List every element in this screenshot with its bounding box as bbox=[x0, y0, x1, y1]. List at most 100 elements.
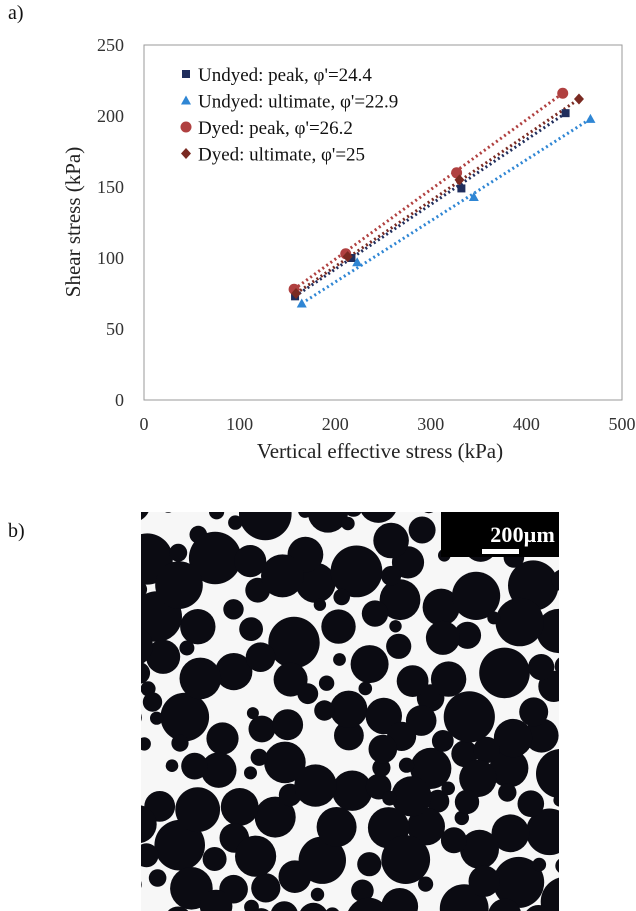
particle bbox=[441, 781, 456, 796]
particle bbox=[160, 692, 210, 742]
particle bbox=[141, 627, 153, 665]
particle bbox=[526, 808, 559, 856]
data-point-series-1 bbox=[457, 184, 466, 193]
particle bbox=[234, 545, 267, 578]
particle bbox=[235, 835, 277, 877]
particle bbox=[491, 814, 530, 853]
particle bbox=[368, 734, 398, 764]
particle bbox=[473, 736, 500, 764]
particle bbox=[200, 752, 237, 788]
trendline-series-4 bbox=[295, 97, 580, 295]
particles bbox=[141, 512, 559, 911]
particle bbox=[357, 852, 382, 877]
particle bbox=[148, 869, 167, 887]
particle bbox=[146, 639, 181, 674]
particle bbox=[141, 662, 151, 684]
particle bbox=[165, 759, 179, 772]
y-axis-title: Shear stress (kPa) bbox=[61, 147, 85, 297]
particle bbox=[179, 657, 222, 700]
particle bbox=[488, 898, 521, 911]
particle bbox=[479, 647, 530, 699]
particle bbox=[332, 770, 373, 811]
particle bbox=[325, 907, 339, 911]
particle bbox=[528, 654, 555, 681]
particle bbox=[268, 616, 320, 669]
particle bbox=[517, 790, 545, 817]
particle bbox=[430, 661, 467, 697]
particle bbox=[220, 788, 259, 826]
particle bbox=[454, 810, 469, 826]
shear-stress-chart: 0 100 200 300 400 500 0 50 100 150 200 250 Vertica… bbox=[61, 35, 636, 463]
particle bbox=[314, 700, 335, 721]
particle bbox=[228, 515, 243, 530]
particle bbox=[351, 879, 374, 903]
particle bbox=[321, 609, 356, 644]
particle bbox=[180, 609, 216, 645]
particle bbox=[358, 681, 373, 696]
particle bbox=[333, 588, 350, 606]
particle bbox=[408, 516, 436, 544]
particle bbox=[407, 807, 445, 846]
data-point-series-2 bbox=[352, 257, 363, 267]
particle bbox=[261, 554, 304, 598]
particle bbox=[254, 796, 296, 838]
trendline-series-3 bbox=[293, 92, 564, 291]
particle bbox=[245, 642, 276, 672]
particle bbox=[310, 887, 325, 902]
particle bbox=[318, 675, 335, 691]
particle bbox=[453, 621, 482, 649]
particle bbox=[398, 757, 415, 773]
particle bbox=[418, 876, 434, 892]
data-point-series-1 bbox=[561, 109, 570, 118]
legend-marker-series-4 bbox=[181, 148, 191, 159]
x-tick-label: 300 bbox=[417, 414, 444, 434]
particle bbox=[206, 722, 239, 755]
particle bbox=[431, 730, 454, 752]
scale-bar-box: 200μm bbox=[441, 512, 559, 557]
particle bbox=[382, 790, 397, 806]
particle bbox=[426, 789, 450, 813]
particle bbox=[264, 741, 306, 784]
scale-bar-label: 200μm bbox=[490, 522, 555, 547]
x-tick-label: 500 bbox=[609, 414, 636, 434]
particle bbox=[316, 807, 357, 847]
particle bbox=[489, 748, 529, 788]
particle bbox=[424, 512, 434, 514]
particle bbox=[391, 776, 432, 817]
particle bbox=[553, 793, 559, 807]
particle bbox=[141, 581, 148, 598]
particle bbox=[498, 783, 517, 802]
particle bbox=[381, 835, 431, 884]
particle bbox=[524, 718, 559, 753]
particle bbox=[239, 617, 263, 641]
particle bbox=[154, 819, 205, 871]
data-point-series-2 bbox=[585, 113, 596, 123]
legend-marker-series-3 bbox=[180, 121, 192, 133]
particle bbox=[298, 836, 346, 884]
particle bbox=[532, 857, 547, 872]
legend: Undyed: peak, φ'=24.4 Undyed: ultimate, φ… bbox=[180, 65, 398, 166]
particle bbox=[333, 653, 346, 666]
y-tick-label: 100 bbox=[97, 248, 124, 268]
x-tick-label: 0 bbox=[140, 414, 149, 434]
particle bbox=[141, 713, 142, 722]
particle bbox=[345, 512, 362, 517]
particle bbox=[451, 740, 479, 768]
panel-a-label: a) bbox=[8, 2, 24, 24]
data-point-series-2 bbox=[296, 298, 307, 308]
particle bbox=[171, 734, 189, 752]
plot-area bbox=[143, 44, 623, 401]
particle bbox=[551, 569, 559, 591]
particle bbox=[425, 620, 460, 655]
particle bbox=[389, 620, 402, 633]
particle bbox=[330, 545, 383, 598]
particle bbox=[181, 752, 208, 780]
particle bbox=[443, 691, 495, 743]
particle bbox=[215, 653, 253, 691]
particle bbox=[440, 827, 467, 854]
legend-label-series-4: Dyed: ultimate, φ'=25 bbox=[198, 145, 365, 166]
particle bbox=[373, 522, 409, 559]
particle bbox=[294, 764, 337, 807]
particle bbox=[396, 665, 429, 697]
micrograph-image bbox=[141, 512, 559, 911]
